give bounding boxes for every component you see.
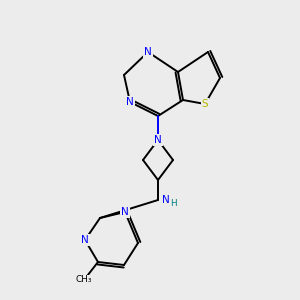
Text: N: N [121, 207, 129, 217]
Text: N: N [154, 135, 162, 145]
Text: N: N [162, 195, 170, 205]
Text: S: S [202, 99, 208, 109]
Text: H: H [170, 199, 177, 208]
Text: CH₃: CH₃ [76, 275, 92, 284]
Text: N: N [126, 97, 134, 107]
Text: N: N [144, 47, 152, 57]
Text: N: N [81, 235, 89, 245]
